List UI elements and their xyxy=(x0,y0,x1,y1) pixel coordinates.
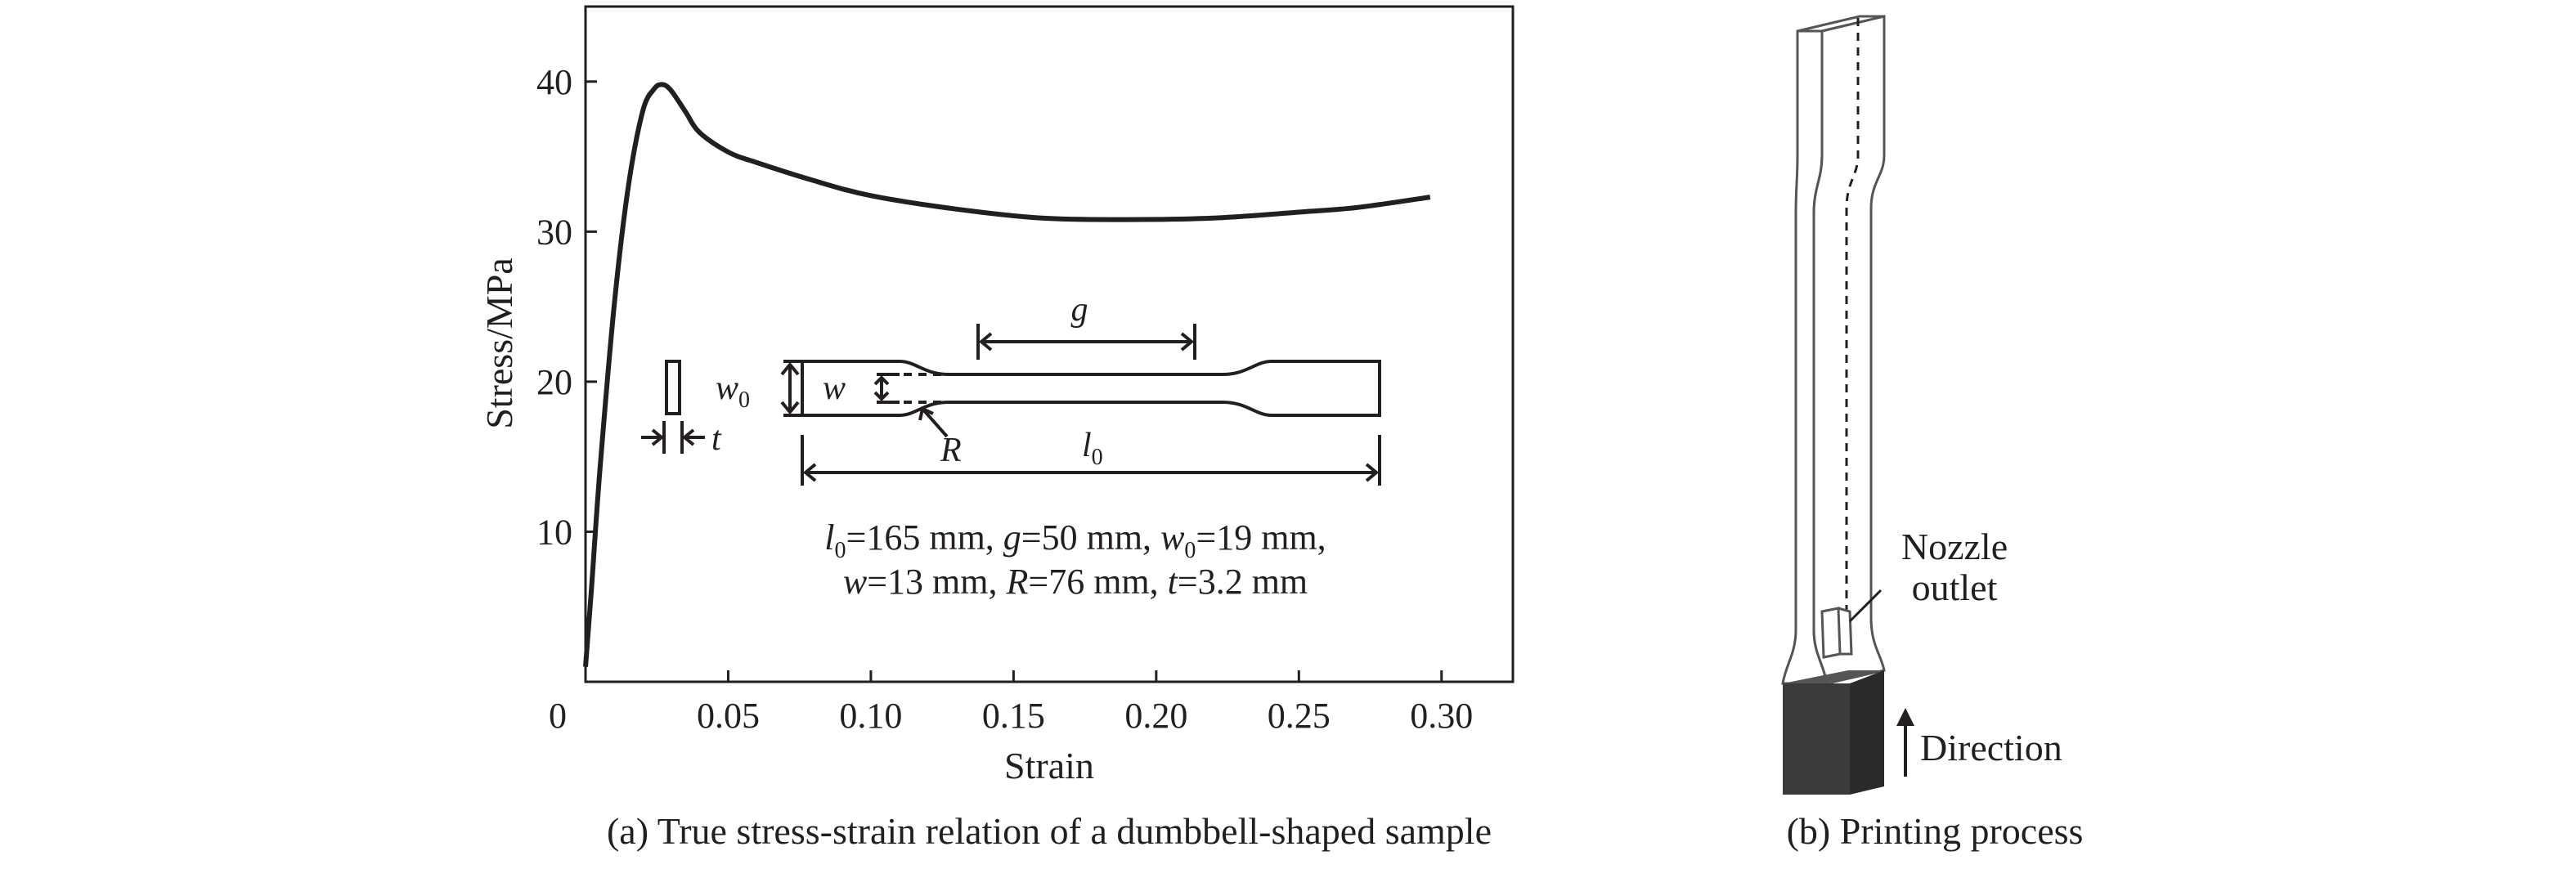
label-l0: l0 xyxy=(1082,427,1103,470)
specimen-side-view xyxy=(665,360,681,415)
nozzle-outlet-shape xyxy=(1820,607,1853,659)
label-w0: w0 xyxy=(716,370,750,413)
printed-block xyxy=(1783,683,1850,795)
dimension-note-line1: l0=165 mm, g=50 mm, w0=19 mm, xyxy=(824,517,1326,563)
nozzle-label-line2: outlet xyxy=(1912,567,1998,608)
stress-strain-curve xyxy=(583,82,1431,667)
label-g: g xyxy=(1071,291,1088,329)
x-tick-label: 0.30 xyxy=(1410,696,1473,736)
y-tick-label: 10 xyxy=(536,512,572,552)
chart-panel: 0 0.05 0.10 0.15 0.20 0.25 0.30 10 20 30 40 Strai… xyxy=(478,5,1515,852)
x-tick-label: 0.15 xyxy=(982,696,1045,736)
plot-frame xyxy=(584,5,1515,683)
label-t: t xyxy=(711,420,722,458)
x-tick-label: 0.10 xyxy=(839,696,902,736)
dimension-note-line2: w=13 mm, R=76 mm, t=3.2 mm xyxy=(843,562,1308,602)
x-tick-label: 0.25 xyxy=(1268,696,1331,736)
caption-b: (b) Printing process xyxy=(1787,810,2084,852)
x-tick-label: 0.05 xyxy=(697,696,760,736)
y-tick-label: 40 xyxy=(536,62,572,102)
nozzle-label-line1: Nozzle xyxy=(1901,526,2008,567)
direction-label: Direction xyxy=(1920,727,2062,768)
printed-block-top xyxy=(1783,670,1884,683)
y-axis-ticks: 10 20 30 40 xyxy=(536,62,597,552)
x-tick-label: 0 xyxy=(549,696,567,736)
x-axis-ticks: 0 0.05 0.10 0.15 0.20 0.25 0.30 xyxy=(549,670,1473,736)
y-tick-label: 20 xyxy=(536,362,572,402)
specimen-inset: t w0 w g R l0 l0=165 mm, g=50 mm, w0=19 … xyxy=(641,291,1381,602)
printed-block-side xyxy=(1850,670,1884,795)
caption-a: (a) True stress-strain relation of a dum… xyxy=(607,810,1492,852)
x-axis-title: Strain xyxy=(1004,745,1094,786)
label-w: w xyxy=(823,370,846,407)
x-tick-label: 0.20 xyxy=(1124,696,1187,736)
specimen-outline xyxy=(801,360,1381,417)
y-tick-label: 30 xyxy=(536,212,572,252)
label-R: R xyxy=(940,432,962,469)
printing-panel: Direction Nozzle outlet (b) Printing pro… xyxy=(1781,15,2084,852)
specimen-side-face xyxy=(1812,15,1886,685)
y-axis-title: Stress/MPa xyxy=(478,258,520,429)
